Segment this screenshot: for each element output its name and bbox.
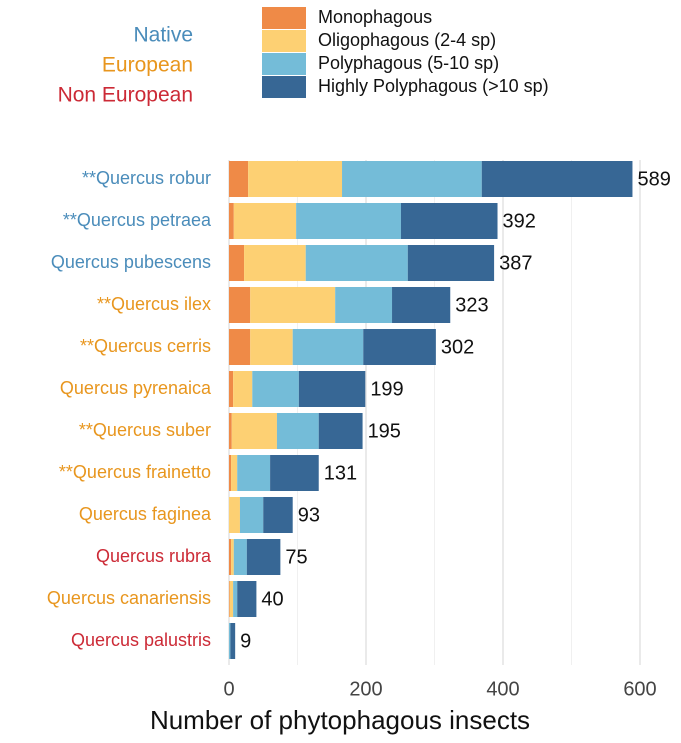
bar-segment — [292, 329, 364, 365]
bar-segment — [229, 203, 234, 239]
y-tick-label: Quercus rubra — [96, 546, 212, 566]
bar-segment — [250, 287, 336, 323]
x-tick-label: 600 — [623, 678, 656, 700]
total-label: 387 — [499, 252, 532, 274]
bar-segment — [229, 329, 251, 365]
bar-segment — [481, 161, 633, 197]
total-label: 302 — [441, 336, 474, 358]
x-tick-label: 400 — [486, 678, 519, 700]
bar-segment — [276, 413, 319, 449]
origin-legend-label: Non European — [58, 84, 193, 107]
bar-segment — [296, 203, 401, 239]
bar-segment — [231, 455, 238, 491]
bar-segment — [318, 413, 363, 449]
bar-segment — [298, 371, 366, 407]
x-tick-label: 0 — [223, 678, 234, 700]
legend-swatch — [262, 7, 306, 29]
y-tick-label: Quercus pubescens — [51, 252, 211, 272]
y-tick-label: **Quercus cerris — [80, 336, 211, 356]
bar-segment — [263, 497, 293, 533]
legend-swatch — [262, 53, 306, 75]
x-axis-title: Number of phytophagous insects — [150, 705, 530, 735]
total-label: 75 — [285, 546, 307, 568]
bar-segment — [252, 371, 299, 407]
total-label: 589 — [637, 168, 670, 190]
bar-segment — [229, 623, 231, 659]
bar-segment — [229, 539, 232, 575]
origin-legend-label: Native — [133, 24, 193, 47]
total-label: 131 — [324, 462, 357, 484]
total-label: 392 — [503, 210, 536, 232]
y-tick-label: **Quercus ilex — [97, 294, 211, 314]
origin-legend-label: European — [102, 54, 193, 77]
bar-segment — [229, 413, 232, 449]
total-label: 323 — [455, 294, 488, 316]
legend-label: Monophagous — [318, 7, 432, 27]
total-label: 93 — [298, 504, 320, 526]
bar-segment — [229, 581, 234, 617]
y-tick-label: **Quercus suber — [79, 420, 211, 440]
bar-segment — [363, 329, 436, 365]
legend-label: Highly Polyphagous (>10 sp) — [318, 76, 549, 96]
legend-label: Polyphagous (5-10 sp) — [318, 53, 499, 73]
x-tick-label: 200 — [349, 678, 382, 700]
bar-segment — [229, 497, 240, 533]
y-tick-label: **Quercus petraea — [63, 210, 212, 230]
bar-segment — [233, 203, 297, 239]
bar-segment — [229, 371, 234, 407]
y-tick-label: Quercus pyrenaica — [60, 378, 212, 398]
legend-swatch — [262, 76, 306, 98]
y-tick-label: Quercus canariensis — [47, 588, 211, 608]
bar-segment — [233, 539, 247, 575]
bar-segment — [231, 413, 277, 449]
bar-segment — [244, 245, 306, 281]
legend-label: Oligophagous (2-4 sp) — [318, 30, 496, 50]
bar-segment — [407, 245, 495, 281]
bar-segment — [229, 455, 232, 491]
bar-segment — [231, 539, 234, 575]
bar-segment — [233, 581, 238, 617]
y-tick-label: Quercus palustris — [71, 630, 211, 650]
bar-segment — [230, 623, 236, 659]
bar-segment — [237, 455, 271, 491]
total-label: 199 — [370, 378, 403, 400]
bar-segment — [335, 287, 393, 323]
total-label: 9 — [240, 630, 251, 652]
bar-segment — [237, 581, 257, 617]
total-label: 40 — [261, 588, 283, 610]
y-tick-label: Quercus faginea — [79, 504, 212, 524]
bar-segment — [229, 287, 251, 323]
bar-segment — [342, 161, 482, 197]
bar-segment — [305, 245, 408, 281]
bar-segment — [239, 497, 264, 533]
bar-segment — [250, 329, 293, 365]
y-tick-label: **Quercus frainetto — [59, 462, 211, 482]
total-label: 195 — [368, 420, 401, 442]
bar-segment — [392, 287, 451, 323]
bar-segment — [229, 581, 230, 617]
bar-segment — [400, 203, 498, 239]
bar-segment — [229, 245, 245, 281]
bar-segment — [229, 161, 249, 197]
bar-segment — [233, 371, 253, 407]
bar-segment — [248, 161, 343, 197]
legend-swatch — [262, 30, 306, 52]
bar-segment — [270, 455, 319, 491]
bar-segment — [246, 539, 281, 575]
y-tick-label: **Quercus robur — [82, 168, 211, 188]
